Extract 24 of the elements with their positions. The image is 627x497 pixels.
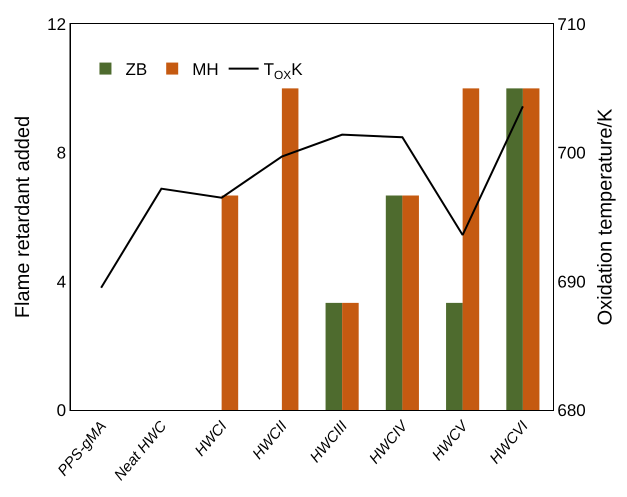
- bar: [446, 302, 463, 410]
- bar: [506, 88, 523, 410]
- y2-tick-label: 690: [557, 272, 586, 292]
- y2-tick-label: 680: [557, 400, 586, 420]
- y-tick-label: 0: [56, 400, 66, 420]
- y-tick-label: 12: [47, 14, 66, 34]
- bar: [386, 195, 402, 410]
- bar: [402, 195, 419, 410]
- legend-label: T$_{OX}$K: [264, 60, 304, 82]
- y-tick-label: 4: [56, 272, 66, 292]
- y2-axis-title: Oxidation temperature/K: [594, 108, 616, 326]
- bar: [282, 88, 298, 410]
- y-axis-title: Flame retardant added: [12, 116, 34, 318]
- bar: [222, 195, 238, 410]
- bar: [522, 88, 540, 410]
- y2-tick-label: 700: [557, 144, 586, 163]
- bar: [462, 88, 480, 410]
- bar: [326, 302, 342, 410]
- legend-label: ZB: [125, 60, 148, 80]
- bar: [342, 302, 359, 410]
- y2-tick-label: 710: [557, 14, 586, 34]
- y-tick-label: 8: [56, 144, 66, 163]
- line-series: [100, 105, 524, 289]
- legend-label: MH: [192, 60, 219, 80]
